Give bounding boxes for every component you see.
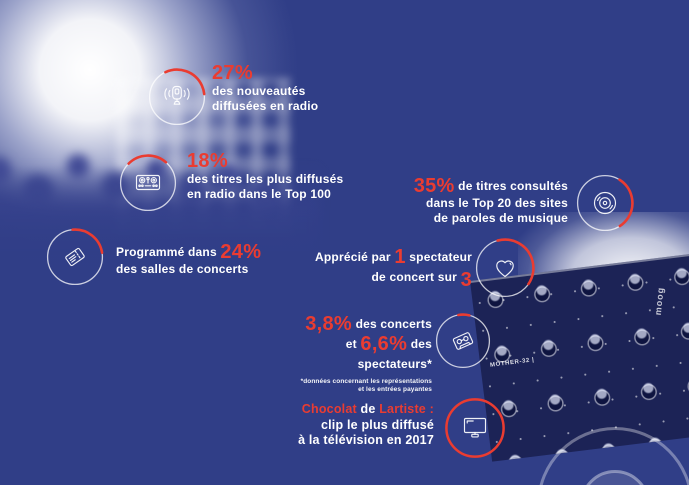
- stat-shows: 3,8% des concerts et 6,6% des spectateur…: [280, 314, 432, 394]
- tv-icon-badge: [444, 397, 506, 459]
- stat-radio-new: 27% des nouveautés diffusées en radio: [212, 62, 318, 114]
- stat-value: 24%: [220, 241, 262, 263]
- stat-value: 3,8%: [305, 313, 353, 335]
- stat-value: 27%: [212, 62, 253, 84]
- stat-line: des salles de concerts: [116, 262, 249, 276]
- ticket-icon-badge: [46, 228, 104, 286]
- stat-line: Programmé dans 24%: [116, 241, 262, 263]
- microphone-icon: [164, 85, 190, 105]
- stat-line: Apprécié par 1 spectateur: [315, 246, 472, 268]
- stat-line: de concert sur 3: [371, 269, 472, 291]
- radio-icon: [135, 174, 161, 191]
- stat-spectators: Apprécié par 1 spectateur de concert sur…: [300, 247, 472, 290]
- stat-line: 35% de titres consultés: [413, 175, 568, 197]
- cassette-icon-badge: [435, 313, 491, 369]
- tv-icon: [463, 417, 487, 438]
- cassette-icon: [452, 332, 474, 350]
- stat-value: 18%: [187, 150, 228, 172]
- photo-fade-overlay: [0, 0, 430, 300]
- stat-line: clip le plus diffusé: [320, 417, 434, 432]
- stat-value: 35%: [413, 175, 455, 197]
- stat-value: 1: [394, 246, 406, 268]
- stat-line: dans le Top 20 des sites: [426, 196, 568, 210]
- stat-line: à la télévision en 2017: [298, 433, 434, 447]
- stat-line: en radio dans le Top 100: [187, 187, 331, 201]
- stat-line: des nouveautés: [212, 84, 306, 98]
- stat-value: 3: [460, 269, 472, 291]
- vinyl-icon-badge: [576, 174, 634, 232]
- stat-line: de paroles de musique: [433, 211, 568, 225]
- stat-venues: Programmé dans 24% des salles de concert…: [116, 242, 261, 277]
- microphone-icon-badge: [148, 68, 206, 126]
- stat-tv-clip: Chocolat de Lartiste : clip le plus diff…: [282, 402, 434, 449]
- radio-icon-badge: [119, 154, 177, 212]
- heart-icon-badge: [475, 238, 535, 298]
- heart-icon: [496, 260, 514, 278]
- stat-value: 6,6%: [360, 333, 408, 355]
- stat-line: et 6,6% des spectateurs*: [345, 333, 432, 371]
- stat-top100: 18% des titres les plus diffusés en radi…: [187, 150, 343, 202]
- stat-footnote: *données concernant les représentations …: [300, 378, 432, 393]
- stat-line: diffusées en radio: [212, 99, 319, 113]
- dj-jog-wheel-hub: [580, 470, 650, 485]
- stat-line: des titres les plus diffusés: [187, 172, 344, 186]
- stat-line: 3,8% des concerts: [305, 313, 432, 335]
- stat-line: Chocolat de Lartiste :: [301, 402, 434, 416]
- stat-lyrics: 35% de titres consultés dans le Top 20 d…: [390, 176, 568, 226]
- vinyl-record-icon: [593, 191, 617, 215]
- ticket-icon: [65, 247, 85, 267]
